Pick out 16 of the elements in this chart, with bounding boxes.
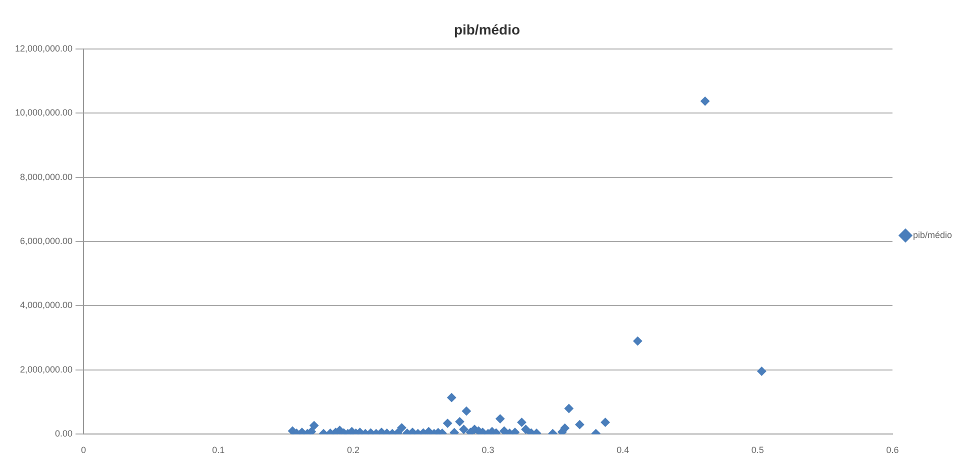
y-tick-label: 4,000,000.00 xyxy=(20,300,73,310)
chart-title: pib/médio xyxy=(454,21,520,38)
y-tick-label: 0.00 xyxy=(55,428,73,439)
x-tick-label: 0.5 xyxy=(751,445,764,456)
y-tick-label: 10,000,000.00 xyxy=(14,108,73,118)
legend-label: pib/médio xyxy=(912,230,952,240)
y-tick-label: 2,000,000.00 xyxy=(20,364,73,374)
y-tick-label: 8,000,000.00 xyxy=(20,172,73,182)
y-tick-label: 6,000,000.00 xyxy=(20,236,73,246)
x-tick-label: 0.2 xyxy=(346,445,360,456)
x-tick-label: 0 xyxy=(81,445,86,456)
x-tick-label: 0.4 xyxy=(616,445,630,456)
x-tick-label: 0.1 xyxy=(212,445,225,456)
x-tick-label: 0.6 xyxy=(886,445,899,456)
x-tick-label: 0.3 xyxy=(482,445,494,456)
y-tick-label: 12,000,000.00 xyxy=(14,43,73,54)
